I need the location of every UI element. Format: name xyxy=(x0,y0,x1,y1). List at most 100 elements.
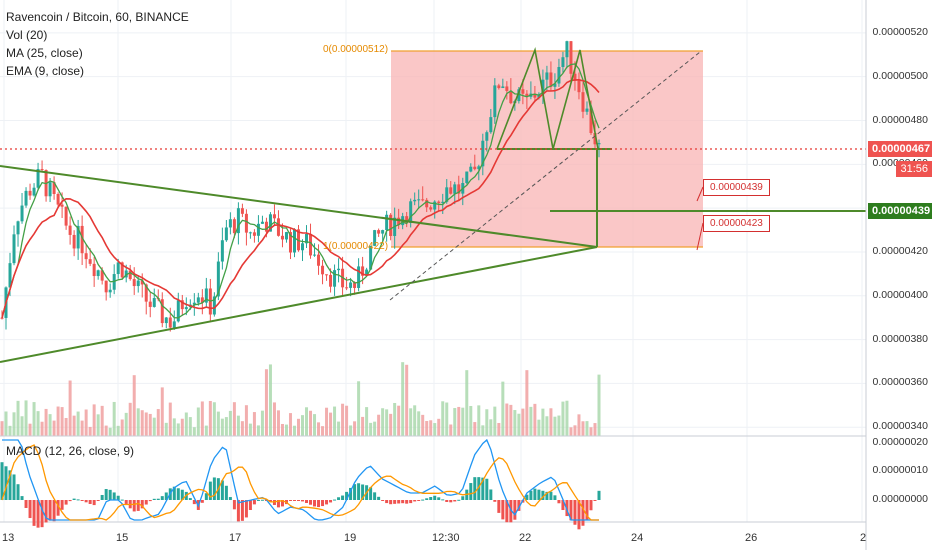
time-tick-label: 19 xyxy=(344,532,357,544)
ema-indicator-label[interactable]: EMA (9, close) xyxy=(6,64,85,78)
volume-bar xyxy=(128,402,132,436)
macd-hist-bar xyxy=(457,499,461,501)
candle-body xyxy=(212,296,216,315)
volume-bar xyxy=(212,402,216,436)
target-label-2[interactable]: 0.00000423 xyxy=(703,215,770,232)
volume-bar xyxy=(100,405,104,436)
time-tick-label: 22 xyxy=(519,532,532,544)
candle-body xyxy=(160,299,164,324)
macd-hist-bar xyxy=(473,477,477,500)
volume-bar xyxy=(409,408,413,436)
time-tick-label: 17 xyxy=(229,532,242,544)
candle-body xyxy=(240,208,244,214)
candle-body xyxy=(405,216,409,223)
macd-line xyxy=(2,438,599,521)
macd-indicator-label[interactable]: MACD (12, 26, close, 9) xyxy=(6,444,135,458)
candle-body xyxy=(353,282,357,288)
candle-body xyxy=(72,234,76,249)
candle-body xyxy=(132,279,136,287)
candle-body xyxy=(549,72,553,87)
macd-histogram xyxy=(0,462,601,530)
time-tick-label: 2 xyxy=(860,532,867,544)
macd-hist-bar xyxy=(212,477,216,500)
volume-bar xyxy=(305,407,309,436)
macd-hist-bar xyxy=(92,500,96,506)
ma-indicator-label[interactable]: MA (25, close) xyxy=(6,46,83,60)
macd-hist-bar xyxy=(144,500,148,505)
candle-body xyxy=(244,213,248,233)
candle-body xyxy=(172,321,176,328)
macd-hist-bar xyxy=(417,500,421,501)
macd-hist-bar xyxy=(280,500,284,507)
candle-body xyxy=(84,253,88,260)
fib-bottom-label: 1(0.00000422) xyxy=(323,241,389,252)
macd-hist-bar xyxy=(569,500,573,521)
candle-body xyxy=(425,199,429,208)
macd-hist-bar xyxy=(172,486,176,500)
candle-body xyxy=(305,233,309,244)
candle-body xyxy=(509,90,513,104)
volume-bar xyxy=(429,420,433,436)
volume-bar xyxy=(232,402,236,436)
volume-bar xyxy=(168,402,172,436)
macd-hist-bar xyxy=(248,500,252,511)
volume-bar xyxy=(325,407,329,436)
candle-body xyxy=(473,166,477,170)
macd-hist-bar xyxy=(505,500,509,523)
candle-body xyxy=(200,297,204,303)
candle-body xyxy=(8,263,12,288)
volume-bar xyxy=(369,422,373,436)
volume-bar xyxy=(405,364,409,436)
macd-hist-bar xyxy=(301,500,305,502)
macd-hist-bar xyxy=(373,492,377,500)
volume-bar xyxy=(68,380,72,436)
volume-bar xyxy=(337,421,341,436)
volume-bar xyxy=(505,403,509,436)
price-tick-label: 0.00000380 xyxy=(872,332,928,345)
candle-body xyxy=(589,108,593,134)
candle-body xyxy=(505,86,509,91)
candle-body xyxy=(501,86,505,89)
macd-hist-bar xyxy=(112,492,116,500)
macd-hist-bar xyxy=(393,500,397,504)
candle-body xyxy=(272,214,276,219)
macd-hist-bar xyxy=(260,499,264,501)
candle-body xyxy=(421,199,425,201)
volume-bar xyxy=(585,421,589,436)
volume-bar xyxy=(389,413,393,436)
macd-hist-bar xyxy=(252,500,256,505)
volume-bar xyxy=(156,409,160,436)
macd-hist-bar xyxy=(433,495,437,500)
candle-body xyxy=(597,143,601,145)
candle-body xyxy=(445,187,449,202)
vol-indicator-label[interactable]: Vol (20) xyxy=(6,28,48,42)
macd-hist-bar xyxy=(68,500,72,502)
macd-hist-bar xyxy=(288,500,292,501)
macd-hist-bar xyxy=(292,500,296,501)
macd-hist-bar xyxy=(12,474,16,500)
volume-bar xyxy=(268,364,272,436)
volume-bar xyxy=(56,406,60,436)
candle-body xyxy=(148,301,152,307)
macd-hist-bar xyxy=(124,500,128,504)
candle-body xyxy=(284,232,288,240)
volume-bar xyxy=(457,406,461,436)
macd-hist-bar xyxy=(16,484,20,500)
macd-hist-bar xyxy=(236,500,240,522)
macd-hist-bar xyxy=(64,500,68,505)
line-price-tag: 0.00000439 xyxy=(868,203,932,219)
volume-bar xyxy=(541,408,545,436)
candle-body xyxy=(20,205,24,222)
volume-bar xyxy=(441,401,445,436)
macd-hist-bar xyxy=(84,500,88,503)
macd-hist-bar xyxy=(220,480,224,500)
target-label-1[interactable]: 0.00000439 xyxy=(703,179,770,196)
volume-bar xyxy=(24,400,28,436)
macd-hist-bar xyxy=(385,500,389,504)
symbol-title[interactable]: Ravencoin / Bitcoin, 60, BINANCE xyxy=(6,10,189,24)
macd-hist-bar xyxy=(296,500,300,501)
macd-hist-bar xyxy=(244,500,248,518)
macd-hist-bar xyxy=(276,500,280,508)
volume-bar xyxy=(220,418,224,436)
